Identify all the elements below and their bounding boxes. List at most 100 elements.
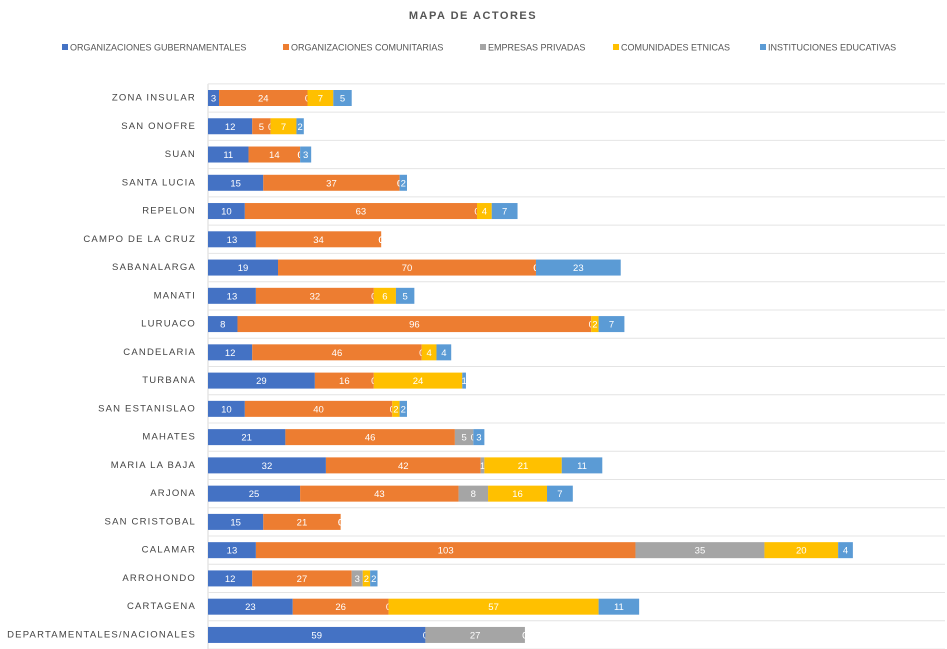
bar-segment bbox=[462, 372, 466, 389]
bar-segment bbox=[333, 90, 352, 106]
bar-segment bbox=[547, 485, 573, 502]
data-label: 15 bbox=[230, 517, 241, 528]
bar-segment bbox=[255, 287, 374, 304]
data-label: 12 bbox=[225, 122, 236, 133]
data-label: 7 bbox=[281, 122, 286, 133]
bar-segment bbox=[244, 203, 478, 220]
bar-segment bbox=[208, 570, 253, 587]
bar-segment bbox=[263, 174, 400, 191]
bar-segment bbox=[307, 90, 334, 106]
category-label: SANTA LUCIA bbox=[122, 177, 196, 188]
data-label: 4 bbox=[441, 348, 446, 359]
bar-segment bbox=[473, 429, 485, 446]
bar-segment bbox=[436, 344, 452, 361]
legend-label: INSTITUCIONES EDUCATIVAS bbox=[768, 42, 896, 52]
bar-segment bbox=[252, 344, 422, 361]
data-label: 2 bbox=[364, 574, 369, 585]
data-label: 12 bbox=[225, 348, 236, 359]
data-label: 11 bbox=[614, 602, 624, 613]
data-label: 19 bbox=[238, 263, 249, 274]
bar-segment bbox=[477, 203, 492, 220]
data-label: 32 bbox=[262, 461, 273, 472]
legend-swatch bbox=[613, 44, 619, 50]
bar-segment bbox=[208, 231, 256, 248]
bar-segment bbox=[248, 146, 301, 163]
bar-segment bbox=[208, 372, 315, 389]
bar-segment bbox=[278, 259, 536, 276]
legend-label: ORGANIZACIONES COMUNITARIAS bbox=[291, 42, 443, 52]
category-label: SUAN bbox=[165, 149, 196, 160]
data-label: 6 bbox=[382, 291, 387, 302]
data-label: 57 bbox=[488, 602, 499, 613]
data-label: 14 bbox=[269, 150, 280, 161]
data-label: 12 bbox=[225, 574, 236, 585]
bar-segment bbox=[208, 259, 279, 276]
data-label: 4 bbox=[843, 546, 848, 557]
bar-segment bbox=[270, 118, 297, 135]
category-label: ARJONA bbox=[150, 488, 196, 499]
data-label: 16 bbox=[339, 376, 350, 387]
bar-segment bbox=[764, 542, 839, 559]
data-label: 70 bbox=[402, 263, 413, 274]
data-label: 4 bbox=[482, 207, 487, 218]
bar-segment bbox=[392, 400, 400, 417]
data-label: 32 bbox=[310, 291, 321, 302]
bar-segment bbox=[480, 457, 485, 474]
category-label: SAN ONOFRE bbox=[121, 121, 196, 132]
data-label: 5 bbox=[461, 433, 466, 444]
data-label: 2 bbox=[592, 320, 597, 331]
legend-swatch bbox=[283, 44, 289, 50]
bar-segment bbox=[362, 570, 371, 587]
bar-segment bbox=[314, 372, 374, 389]
bar-segment bbox=[255, 542, 636, 559]
bar-segment bbox=[370, 570, 378, 587]
data-label: 27 bbox=[297, 574, 308, 585]
category-label: SAN ESTANISLAO bbox=[98, 403, 196, 414]
data-label: 103 bbox=[438, 546, 454, 557]
bar-segment bbox=[252, 118, 271, 135]
bar-segment bbox=[255, 231, 382, 248]
bar-segment bbox=[208, 429, 286, 446]
legend-swatch bbox=[760, 44, 766, 50]
category-label: SAN CRISTOBAL bbox=[105, 516, 196, 527]
bar-segment bbox=[208, 146, 249, 163]
data-label: 25 bbox=[249, 489, 260, 500]
data-label: 34 bbox=[313, 235, 324, 246]
data-label: 3 bbox=[476, 433, 481, 444]
data-label: 24 bbox=[413, 376, 424, 387]
data-label: 3 bbox=[303, 150, 308, 161]
bar-segment bbox=[399, 174, 407, 191]
data-label: 63 bbox=[356, 207, 367, 218]
bar-segment bbox=[598, 316, 625, 333]
legend-label: COMUNIDADES ETNICAS bbox=[621, 42, 730, 52]
bar-segment bbox=[292, 598, 389, 615]
bar-segment bbox=[208, 316, 238, 333]
bar-segment bbox=[208, 598, 293, 615]
bar-segment bbox=[388, 598, 599, 615]
data-label: 16 bbox=[512, 489, 523, 500]
bar-segment bbox=[561, 457, 603, 474]
category-label: LURUACO bbox=[141, 319, 196, 330]
bar-segment bbox=[208, 626, 426, 643]
bar-segment bbox=[208, 344, 253, 361]
data-label: 24 bbox=[258, 94, 269, 105]
bar-segment bbox=[208, 400, 245, 417]
data-label: 0 bbox=[379, 235, 384, 246]
data-label: 10 bbox=[221, 207, 232, 218]
bar-segment bbox=[208, 118, 253, 135]
bar-segment bbox=[373, 372, 463, 389]
data-label: 11 bbox=[223, 150, 233, 161]
legend-label: EMPRESAS PRIVADAS bbox=[488, 42, 585, 52]
bar-segment bbox=[425, 626, 525, 643]
bar-segment bbox=[244, 400, 393, 417]
data-label: 29 bbox=[256, 376, 267, 387]
data-label: 0 bbox=[338, 517, 343, 528]
data-label: 0 bbox=[522, 630, 527, 641]
bar-segment bbox=[351, 570, 363, 587]
bar-segment bbox=[491, 203, 518, 220]
data-label: 1 bbox=[461, 376, 466, 387]
data-label: 27 bbox=[470, 630, 481, 641]
category-label: CANDELARIA bbox=[123, 347, 196, 358]
category-label: MARIA LA BAJA bbox=[111, 460, 196, 471]
data-label: 23 bbox=[573, 263, 584, 274]
